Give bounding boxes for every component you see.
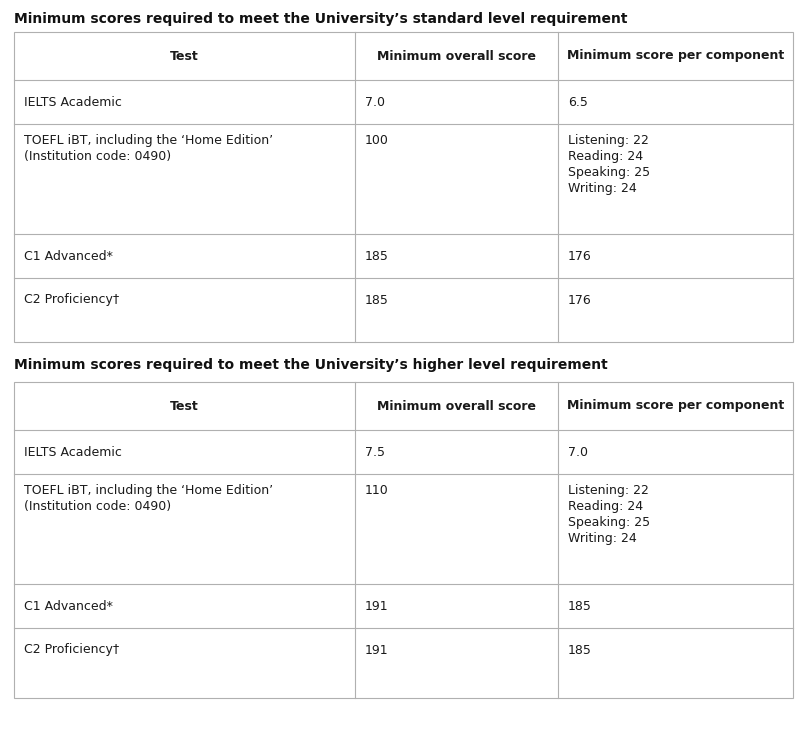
Text: 185: 185	[568, 600, 592, 612]
Text: Writing: 24: Writing: 24	[568, 532, 637, 545]
Text: Minimum score per component: Minimum score per component	[567, 49, 784, 63]
Text: C2 Proficiency†: C2 Proficiency†	[24, 294, 119, 306]
Text: 176: 176	[568, 250, 592, 263]
Text: Listening: 22: Listening: 22	[568, 484, 649, 497]
Text: C2 Proficiency†: C2 Proficiency†	[24, 643, 119, 657]
Text: Minimum score per component: Minimum score per component	[567, 400, 784, 412]
Bar	[14, 32, 793, 342]
Text: 7.5: 7.5	[365, 445, 385, 459]
Text: TOEFL iBT, including the ‘Home Edition’: TOEFL iBT, including the ‘Home Edition’	[24, 134, 273, 147]
Text: 185: 185	[568, 643, 592, 657]
Text: Speaking: 25: Speaking: 25	[568, 166, 650, 179]
Text: 100: 100	[365, 134, 389, 147]
Text: Test: Test	[170, 49, 199, 63]
Text: C1 Advanced*: C1 Advanced*	[24, 250, 113, 263]
Text: IELTS Academic: IELTS Academic	[24, 96, 122, 108]
Text: 191: 191	[365, 643, 389, 657]
Text: 191: 191	[365, 600, 389, 612]
Text: Test: Test	[170, 400, 199, 412]
Text: 185: 185	[365, 250, 389, 263]
Text: Listening: 22: Listening: 22	[568, 134, 649, 147]
Text: Writing: 24: Writing: 24	[568, 182, 637, 195]
Text: 7.0: 7.0	[365, 96, 385, 108]
Text: Minimum scores required to meet the University’s higher level requirement: Minimum scores required to meet the Univ…	[14, 358, 608, 372]
Text: (Institution code: 0490): (Institution code: 0490)	[24, 500, 171, 513]
Text: Reading: 24: Reading: 24	[568, 150, 643, 163]
Text: (Institution code: 0490): (Institution code: 0490)	[24, 150, 171, 163]
Text: 110: 110	[365, 484, 389, 497]
Text: C1 Advanced*: C1 Advanced*	[24, 600, 113, 612]
Text: 6.5: 6.5	[568, 96, 587, 108]
Text: Minimum scores required to meet the University’s standard level requirement: Minimum scores required to meet the Univ…	[14, 12, 628, 26]
Text: Reading: 24: Reading: 24	[568, 500, 643, 513]
Text: TOEFL iBT, including the ‘Home Edition’: TOEFL iBT, including the ‘Home Edition’	[24, 484, 273, 497]
Text: Minimum overall score: Minimum overall score	[377, 49, 536, 63]
Text: Minimum overall score: Minimum overall score	[377, 400, 536, 412]
Text: 7.0: 7.0	[568, 445, 588, 459]
Text: IELTS Academic: IELTS Academic	[24, 445, 122, 459]
Text: 185: 185	[365, 294, 389, 306]
Bar	[14, 382, 793, 698]
Text: 176: 176	[568, 294, 592, 306]
Text: Speaking: 25: Speaking: 25	[568, 516, 650, 529]
